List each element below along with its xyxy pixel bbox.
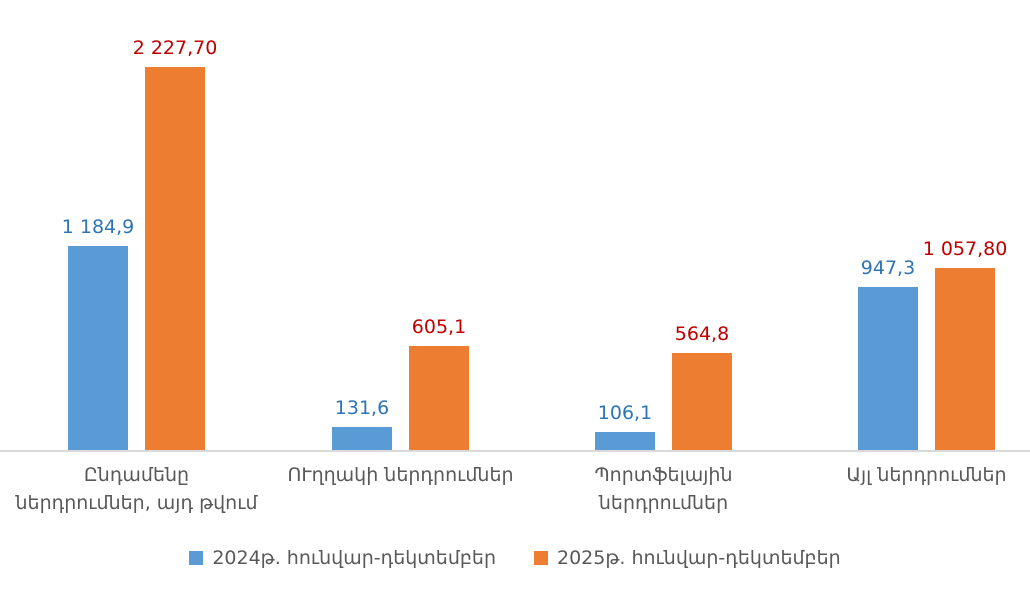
legend-label-2024: 2024թ. հունվար-դեկտեմբեր [212, 547, 496, 569]
category-label-line: Այլ ներդրումներ [846, 464, 1007, 486]
category-label-line: Ընդամենը [83, 464, 190, 486]
bar-2025-category-0 [145, 67, 205, 450]
legend-label-2025: 2025թ. հունվար-դեկտեմբեր [557, 547, 841, 569]
legend: 2024թ. հունվար-դեկտեմբեր 2025թ. հունվար-դ… [0, 547, 1030, 569]
category-label-3: Այլ ներդրումներ [787, 462, 1030, 490]
bar-2024-category-3 [858, 287, 918, 450]
category-label-line: Պորտֆելային [594, 464, 733, 486]
legend-item-2024: 2024թ. հունվար-դեկտեմբեր [189, 547, 496, 569]
category-label-2: Պորտֆելային ներդրումներ [524, 462, 804, 517]
legend-item-2025: 2025թ. հունվար-դեկտեմբեր [534, 547, 841, 569]
value-label-2025-category-0: 2 227,70 [132, 37, 218, 60]
x-axis-line [0, 450, 1030, 452]
category-label-1: ՈՒղղակի ներդրումներ [261, 462, 541, 490]
category-label-line: ՈՒղղակի ներդրումներ [287, 464, 514, 486]
bar-2025-category-2 [672, 353, 732, 450]
bar-2024-category-1 [332, 427, 392, 450]
value-label-2024-category-1: 131,6 [334, 397, 390, 420]
category-label-line: ներդրումներ, այդ թվում [15, 491, 258, 514]
bar-2025-category-1 [409, 346, 469, 450]
value-label-2025-category-3: 1 057,80 [922, 238, 1008, 261]
bar-2024-category-2 [595, 432, 655, 450]
category-label-line: ներդրումներ [598, 491, 729, 514]
bar-2024-category-0 [68, 246, 128, 450]
value-label-2025-category-2: 564,8 [674, 323, 730, 346]
value-label-2024-category-0: 1 184,9 [61, 216, 135, 239]
bar-2025-category-3 [935, 268, 995, 450]
value-label-2025-category-1: 605,1 [411, 316, 467, 339]
legend-swatch-icon [189, 551, 204, 565]
plot-area: 1 184,9 131,6 106,1 947,3 2 227,70 605,1 564,8… [0, 37, 1030, 452]
legend-swatch-icon [534, 551, 548, 565]
value-label-2024-category-3: 947,3 [860, 257, 916, 280]
value-label-2024-category-2: 106,1 [597, 402, 653, 425]
category-label-0: Ընդամենը ներդրումներ, այդ թվում [0, 462, 277, 517]
